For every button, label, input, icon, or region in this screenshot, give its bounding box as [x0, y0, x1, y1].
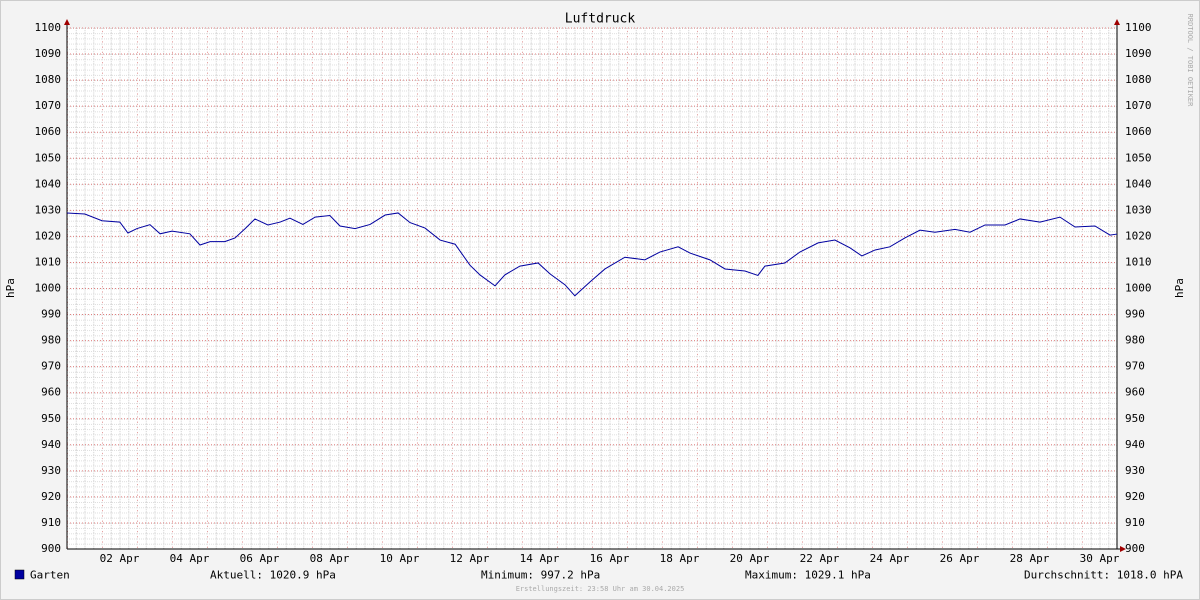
y2-tick-label: 950 — [1125, 412, 1145, 425]
y-tick-label: 1000 — [35, 282, 62, 295]
legend-swatch — [14, 569, 25, 580]
y2-tick-label: 980 — [1125, 334, 1145, 347]
y-tick-label: 990 — [41, 308, 61, 321]
x-tick-label: 24 Apr — [870, 552, 910, 565]
y2-tick-label: 900 — [1125, 542, 1145, 555]
y2-tick-label: 940 — [1125, 438, 1145, 451]
y2-tick-label: 910 — [1125, 516, 1145, 529]
y2-tick-label: 920 — [1125, 490, 1145, 503]
x-tick-label: 02 Apr — [100, 552, 140, 565]
y2-tick-label: 960 — [1125, 386, 1145, 399]
x-tick-label: 18 Apr — [660, 552, 700, 565]
y2-tick-label: 1010 — [1125, 255, 1152, 268]
legend-stat: Aktuell: 1020.9 hPa — [210, 569, 336, 582]
y2-tick-label: 1020 — [1125, 229, 1152, 242]
y2-tick-label: 1040 — [1125, 177, 1152, 190]
y-tick-label: 1100 — [35, 21, 62, 34]
y2-tick-label: 1000 — [1125, 282, 1152, 295]
legend-stat: Minimum: 997.2 hPa — [481, 569, 600, 582]
y-tick-label: 1050 — [35, 151, 62, 164]
x-tick-label: 14 Apr — [520, 552, 560, 565]
y2-tick-label: 1030 — [1125, 203, 1152, 216]
y2-tick-label: 1050 — [1125, 151, 1152, 164]
y-tick-label: 1010 — [35, 255, 62, 268]
y-tick-label: 950 — [41, 412, 61, 425]
y-axis-label: hPa — [4, 278, 17, 298]
y-tick-label: 940 — [41, 438, 61, 451]
grid — [67, 27, 1117, 550]
y-tick-label: 1020 — [35, 229, 62, 242]
legend-stat: Maximum: 1029.1 hPa — [745, 569, 871, 582]
x-tick-label: 22 Apr — [800, 552, 840, 565]
y-tick-label: 960 — [41, 386, 61, 399]
x-tick-label: 12 Apr — [450, 552, 490, 565]
y-tick-label: 1090 — [35, 47, 62, 60]
y-tick-label: 1040 — [35, 177, 62, 190]
y2-tick-label: 990 — [1125, 308, 1145, 321]
y-tick-label: 900 — [41, 542, 61, 555]
y-tick-label: 1060 — [35, 125, 62, 138]
chart-title: Luftdruck — [565, 12, 636, 27]
x-tick-label: 10 Apr — [380, 552, 420, 565]
y2-axis-label: hPa — [1173, 278, 1186, 298]
y2-tick-label: 1070 — [1125, 99, 1152, 112]
y2-tick-label: 930 — [1125, 464, 1145, 477]
y-tick-label: 1030 — [35, 203, 62, 216]
x-tick-label: 26 Apr — [940, 552, 980, 565]
side-text: RRDTOOL / TOBI OETIKER — [1186, 14, 1194, 108]
x-tick-label: 04 Apr — [170, 552, 210, 565]
x-tick-label: 06 Apr — [240, 552, 280, 565]
axis-arrow — [1114, 19, 1120, 25]
axis-arrow — [1120, 546, 1126, 552]
y2-tick-label: 970 — [1125, 360, 1145, 373]
legend-entry: Garten — [30, 569, 70, 582]
y2-tick-label: 1090 — [1125, 47, 1152, 60]
y-tick-label: 910 — [41, 516, 61, 529]
y-tick-label: 1080 — [35, 73, 62, 86]
y-tick-label: 970 — [41, 360, 61, 373]
y-tick-label: 1070 — [35, 99, 62, 112]
x-tick-label: 30 Apr — [1080, 552, 1120, 565]
y-tick-label: 920 — [41, 490, 61, 503]
axis-arrow — [64, 19, 70, 25]
y2-tick-label: 1060 — [1125, 125, 1152, 138]
legend-stat: Durchschnitt: 1018.0 hPA — [1024, 569, 1183, 582]
x-tick-label: 08 Apr — [310, 552, 350, 565]
x-tick-label: 20 Apr — [730, 552, 770, 565]
y2-tick-label: 1100 — [1125, 21, 1152, 34]
series-line — [66, 212, 1118, 297]
y-tick-label: 930 — [41, 464, 61, 477]
footer: Erstellungszeit: 23:58 Uhr am 30.04.2025 — [516, 585, 685, 593]
x-tick-label: 16 Apr — [590, 552, 630, 565]
y-tick-label: 980 — [41, 334, 61, 347]
y2-tick-label: 1080 — [1125, 73, 1152, 86]
x-tick-label: 28 Apr — [1010, 552, 1050, 565]
